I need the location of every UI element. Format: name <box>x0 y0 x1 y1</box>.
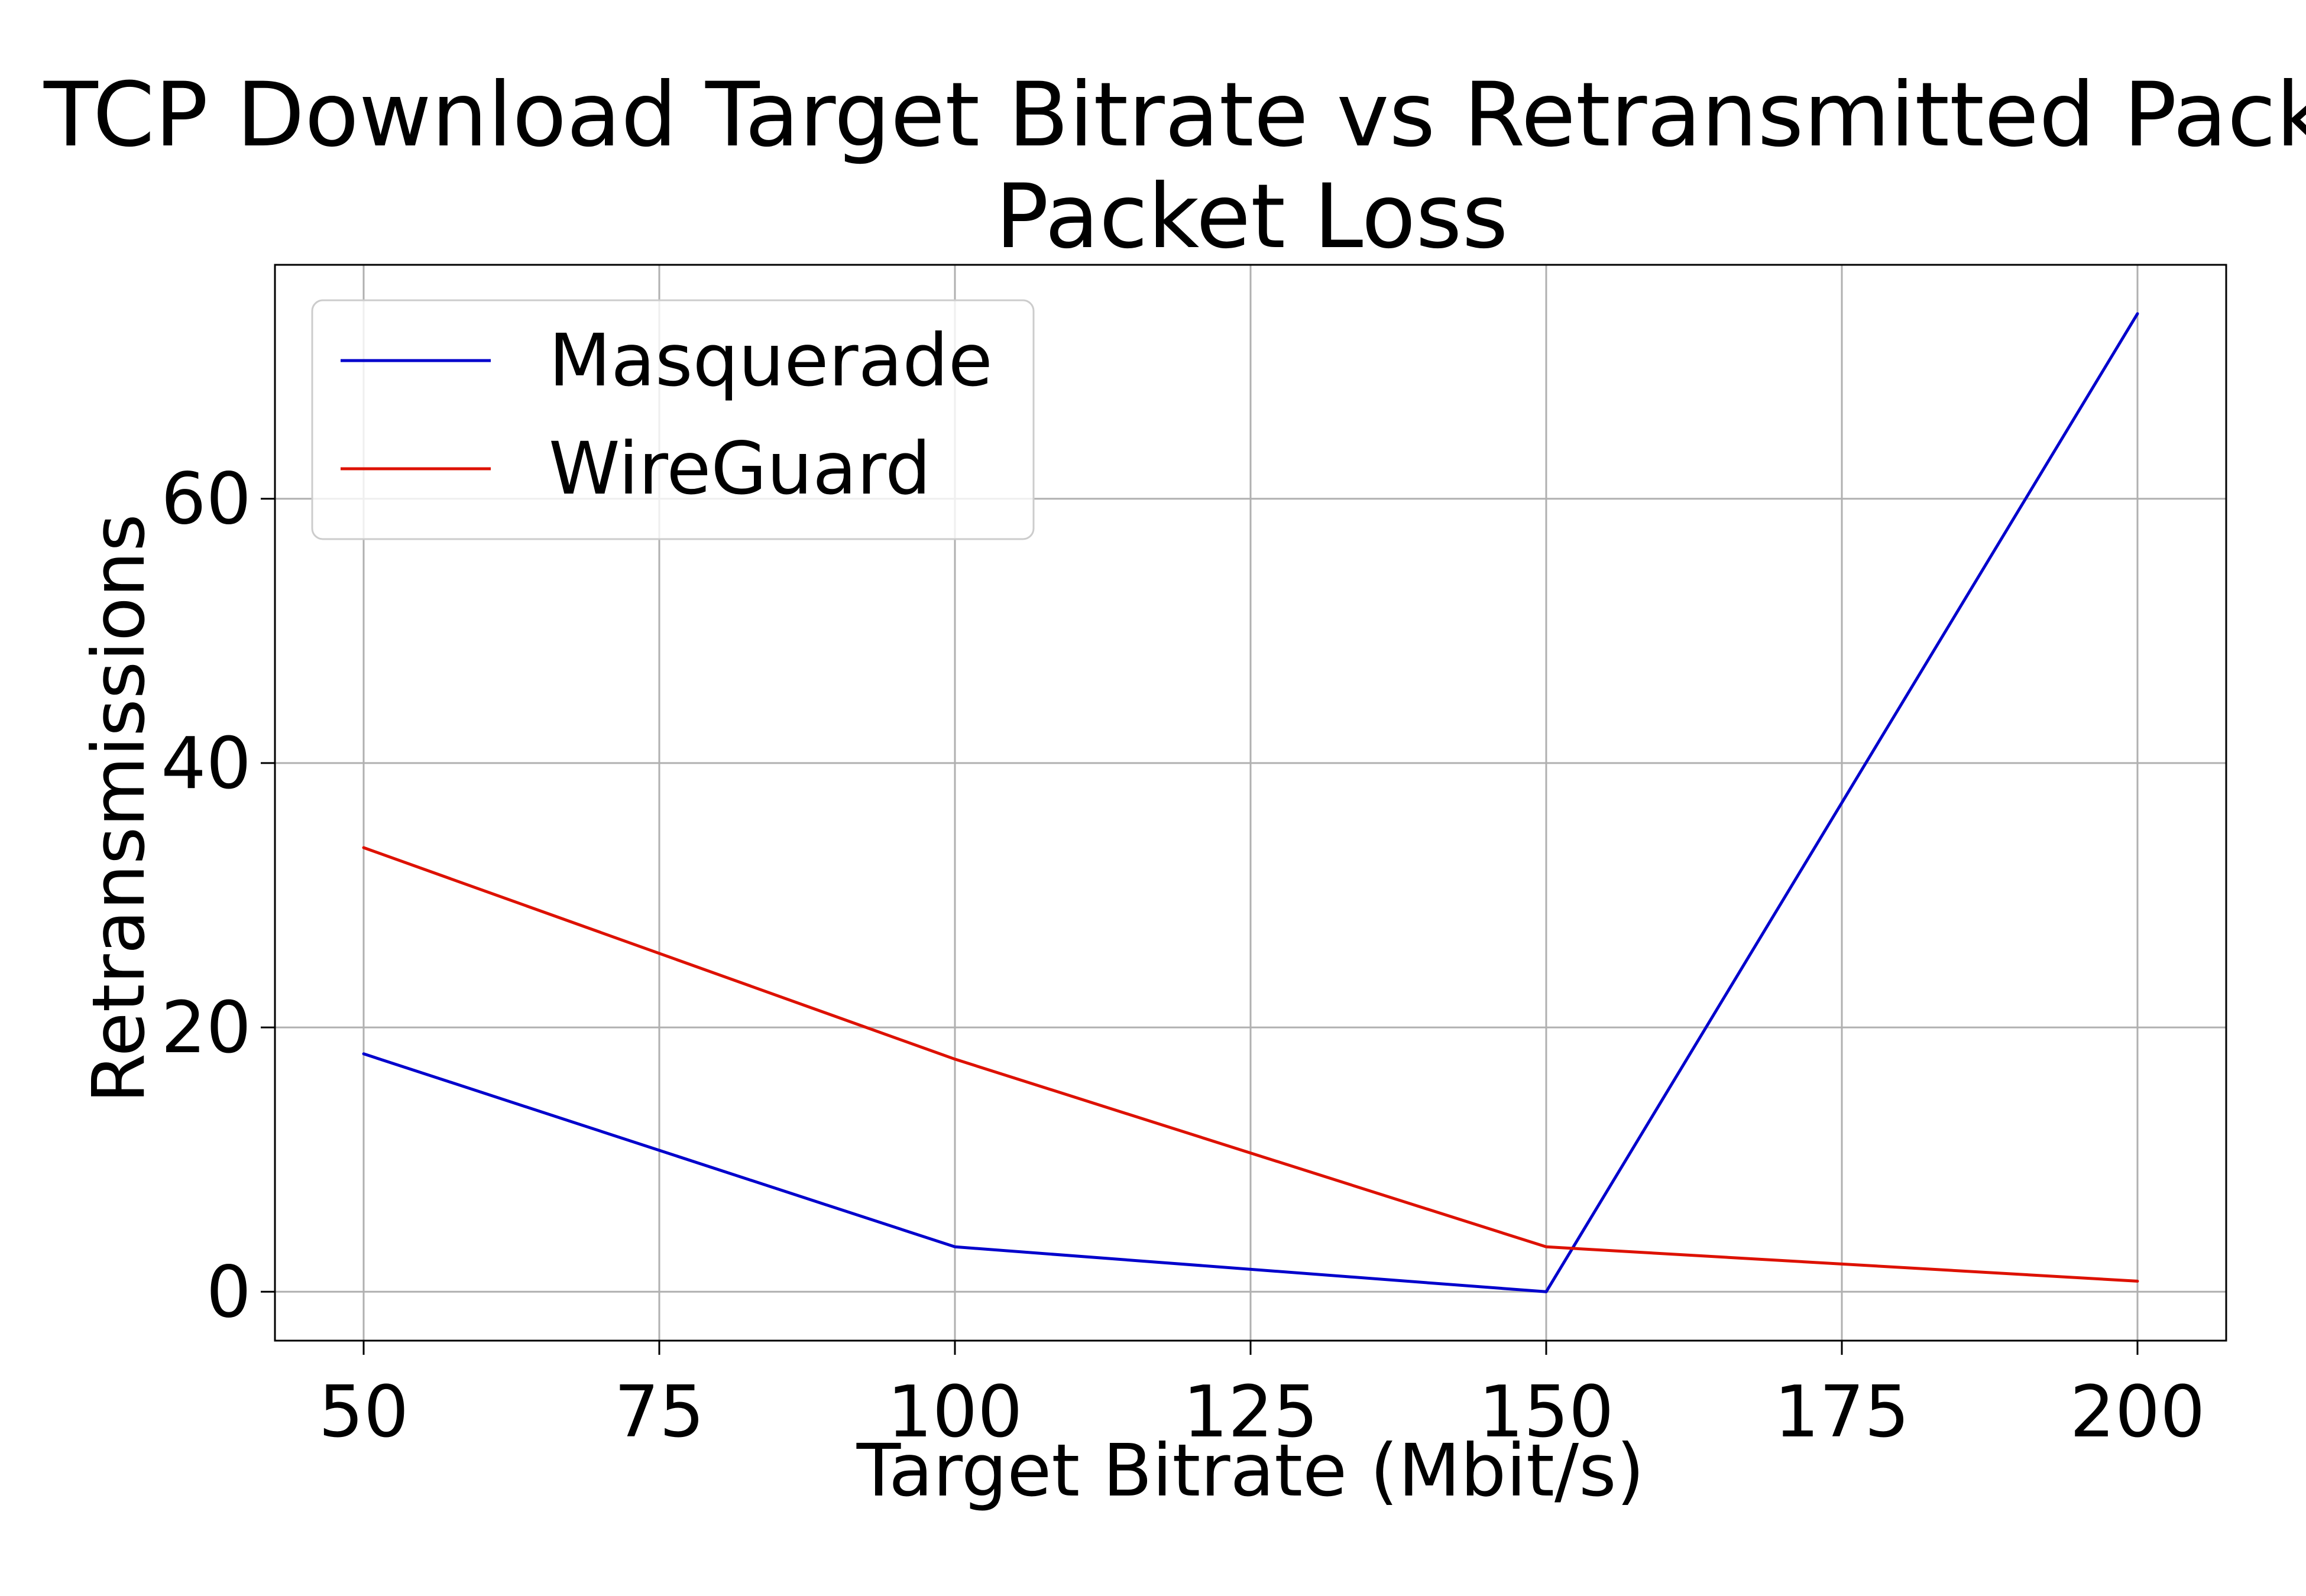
y-axis-label: Retransmissions <box>77 514 161 1103</box>
legend: Masquerade WireGuard <box>311 299 1035 540</box>
x-tick-label: 150 <box>1478 1371 1614 1454</box>
x-tick-label: 175 <box>1774 1371 1909 1454</box>
x-tick-label: 50 <box>319 1371 409 1454</box>
x-axis-label: Target Bitrate (Mbit/s) <box>856 1429 1645 1513</box>
x-tick-label: 100 <box>887 1371 1022 1454</box>
x-tick-label: 125 <box>1183 1371 1318 1454</box>
x-tick-label: 200 <box>2069 1371 2205 1454</box>
legend-label-wireguard: WireGuard <box>549 427 931 511</box>
y-tick-label: 60 <box>161 459 251 541</box>
legend-label-masquerade: Masquerade <box>549 319 993 403</box>
chart-title-line-1: TCP Download Target Bitrate vs Retransmi… <box>43 64 2306 167</box>
legend-box <box>311 299 1035 540</box>
x-tick-label: 75 <box>614 1371 705 1454</box>
chart-title-line-2: Packet Loss <box>995 166 1508 268</box>
series-line-masquerade <box>362 312 2139 1293</box>
y-tick-label: 40 <box>161 723 251 805</box>
series-line-wireguard <box>362 846 2139 1283</box>
plot-series <box>362 312 2139 1293</box>
y-tick-label: 20 <box>161 987 251 1069</box>
y-tick-label: 0 <box>206 1251 251 1334</box>
axis-ticks: 50 75 100 125 150 175 200 0 20 40 60 <box>161 459 2205 1454</box>
